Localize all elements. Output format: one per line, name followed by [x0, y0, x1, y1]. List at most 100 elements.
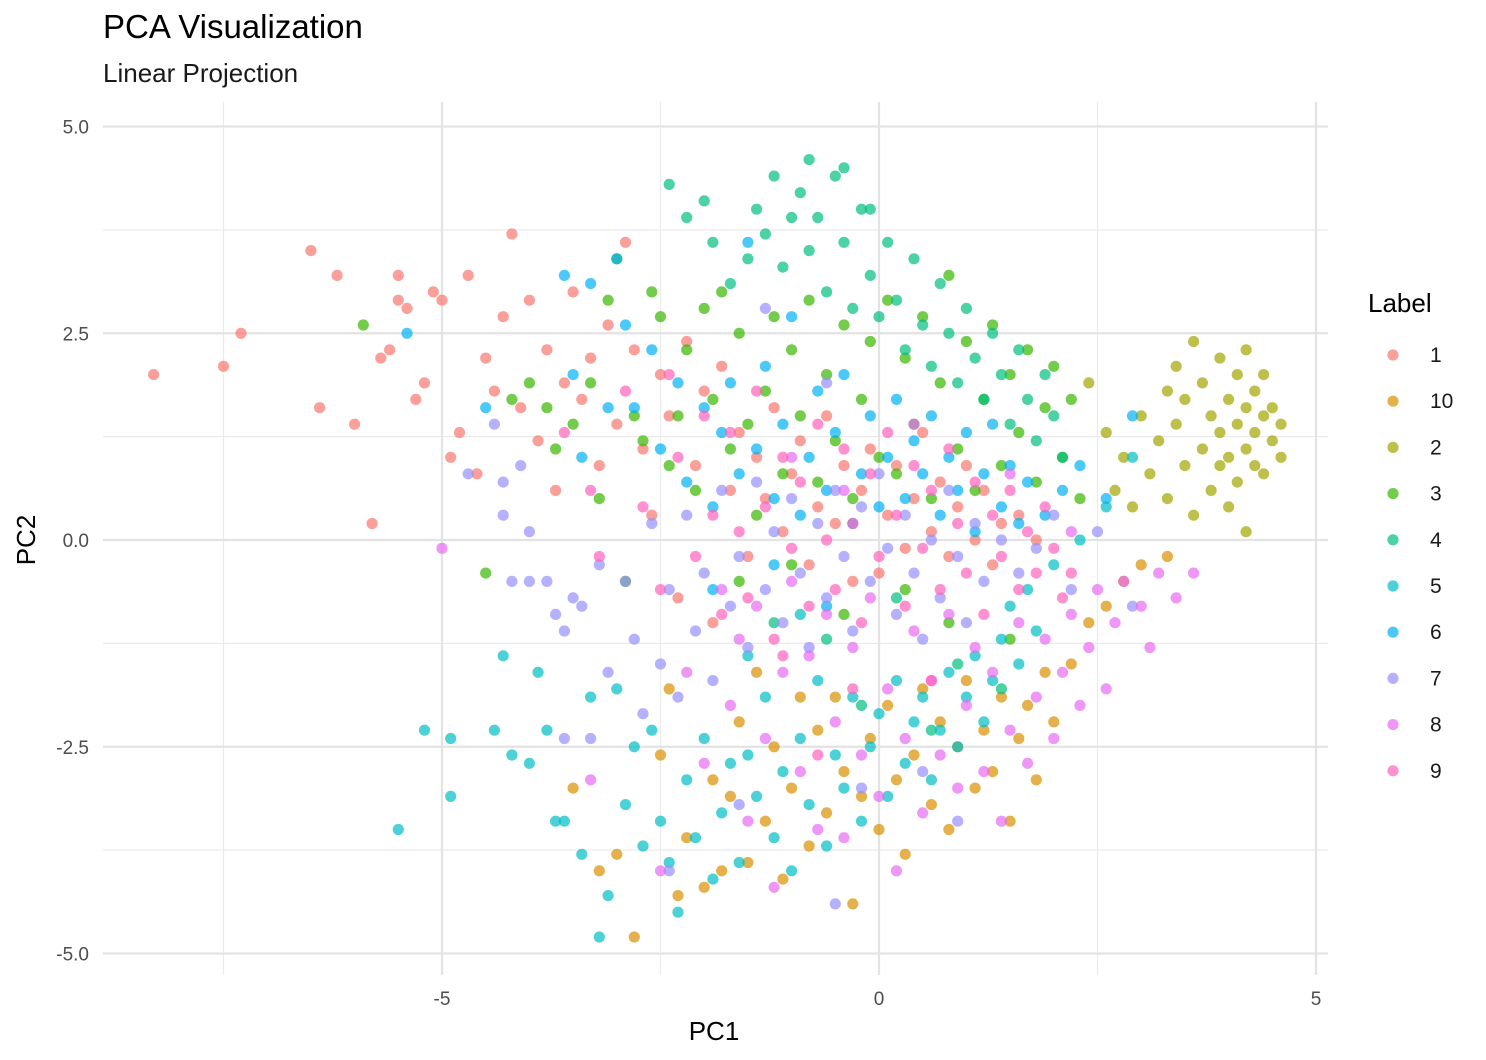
data-point — [864, 732, 876, 745]
data-point — [585, 377, 597, 389]
data-point — [628, 344, 640, 356]
data-point — [969, 650, 981, 662]
data-point — [952, 782, 964, 794]
data-point — [689, 484, 702, 496]
data-point — [925, 799, 938, 811]
data-point — [1048, 542, 1060, 554]
data-point — [1039, 666, 1051, 678]
y-tick-label: 5.0 — [63, 118, 89, 139]
data-point — [1161, 493, 1173, 505]
data-point — [908, 567, 920, 579]
data-point — [401, 327, 413, 339]
data-point — [1065, 393, 1077, 405]
data-point — [506, 749, 518, 761]
data-point — [235, 327, 247, 339]
data-point — [724, 600, 737, 612]
data-point — [1188, 509, 1200, 521]
data-point — [1223, 501, 1235, 513]
data-point — [1144, 641, 1156, 654]
data-point — [681, 832, 693, 844]
data-point — [978, 393, 990, 405]
data-point — [1022, 584, 1034, 596]
data-point — [751, 476, 763, 488]
data-point — [917, 319, 929, 331]
data-point — [1170, 418, 1182, 430]
data-point — [1074, 460, 1086, 472]
data-point — [952, 741, 964, 753]
data-point — [1196, 377, 1208, 389]
data-point — [1004, 460, 1016, 472]
data-point — [759, 584, 772, 596]
data-point — [855, 749, 868, 761]
legend-label: 2 — [1430, 436, 1442, 459]
data-point — [829, 484, 841, 496]
data-point — [541, 402, 553, 414]
data-point — [821, 633, 833, 645]
data-point — [1013, 344, 1025, 356]
data-point — [515, 402, 527, 414]
data-point — [1013, 426, 1025, 439]
data-point — [847, 683, 859, 695]
data-point — [672, 691, 684, 703]
data-point — [497, 476, 509, 488]
chart-subtitle: Linear Projection — [103, 58, 299, 88]
data-point — [567, 782, 579, 794]
data-point — [952, 658, 964, 670]
data-point — [768, 493, 780, 505]
data-point — [934, 377, 946, 389]
y-tick-label: 2.5 — [63, 324, 89, 345]
data-point — [873, 708, 885, 720]
data-point — [602, 890, 614, 902]
data-point — [532, 666, 544, 678]
data-point — [952, 815, 964, 827]
data-point — [707, 501, 719, 513]
data-point — [1013, 584, 1025, 596]
data-point — [759, 501, 772, 513]
data-point — [1179, 393, 1191, 405]
data-point — [943, 617, 955, 629]
data-point — [742, 418, 754, 430]
data-point — [1004, 468, 1016, 480]
data-point — [707, 617, 719, 629]
legend-key — [1387, 626, 1399, 638]
data-point — [550, 443, 562, 455]
data-point — [768, 741, 780, 753]
data-point — [1161, 550, 1173, 563]
data-point — [619, 319, 632, 331]
data-point — [855, 617, 868, 629]
data-point — [628, 741, 640, 753]
data-point — [148, 369, 160, 381]
data-point — [558, 377, 571, 389]
data-point — [724, 426, 737, 439]
data-point — [681, 335, 693, 348]
data-point — [1188, 335, 1200, 348]
data-point — [1249, 460, 1261, 472]
data-point — [995, 534, 1008, 546]
data-point — [707, 774, 719, 786]
data-point — [724, 790, 737, 803]
data-point — [803, 840, 815, 852]
data-point — [890, 592, 903, 604]
data-point — [593, 493, 605, 505]
data-point — [1258, 468, 1270, 480]
data-point — [812, 385, 824, 397]
data-point — [418, 724, 431, 736]
legend-key — [1387, 719, 1399, 731]
data-point — [829, 716, 841, 728]
data-point — [462, 269, 474, 281]
data-point — [672, 906, 684, 918]
data-point — [943, 451, 955, 463]
data-point — [899, 344, 911, 356]
data-point — [1065, 658, 1077, 670]
data-point — [698, 732, 710, 745]
data-point — [707, 584, 719, 596]
data-point — [882, 790, 894, 803]
data-point — [768, 832, 780, 844]
data-point — [759, 228, 772, 240]
data-point — [794, 410, 806, 422]
data-point — [506, 393, 518, 405]
data-point — [724, 443, 737, 455]
data-point — [786, 468, 798, 480]
data-point — [1100, 493, 1112, 505]
data-point — [794, 187, 806, 199]
